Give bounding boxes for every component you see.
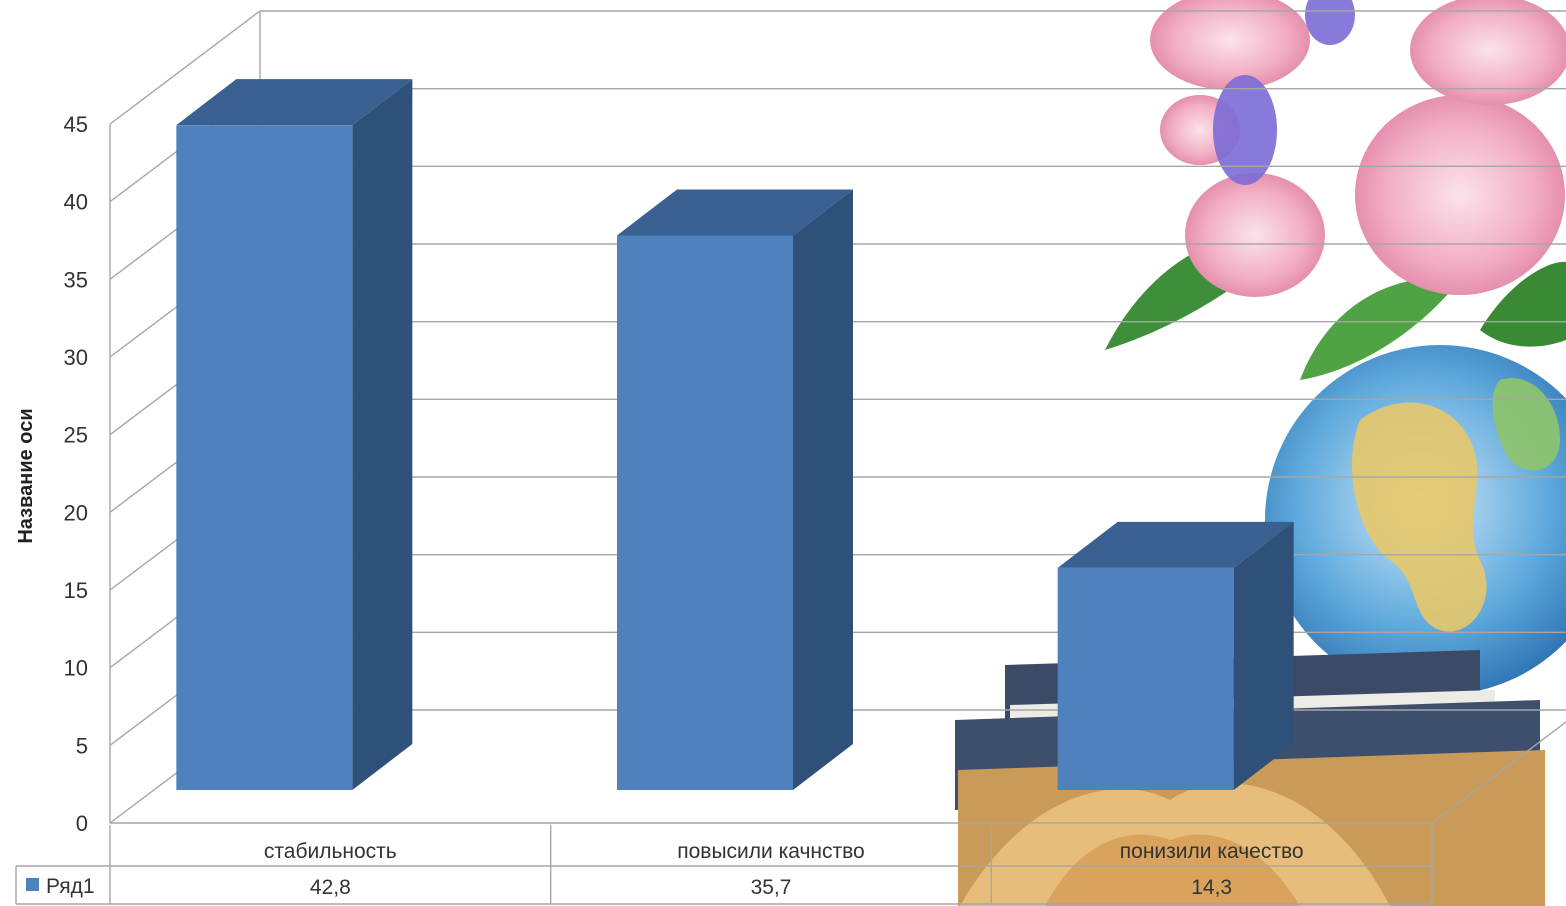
x-category-label: стабильность	[264, 840, 397, 863]
background-photo	[955, 0, 1566, 906]
y-tick-label: 25	[64, 423, 88, 448]
rose-shape	[1150, 0, 1310, 90]
rose-shape	[1355, 95, 1565, 295]
y-tick-label: 30	[64, 345, 88, 370]
leaf-shape	[1480, 261, 1566, 347]
rose-shape	[1410, 0, 1566, 105]
bar-side	[352, 79, 413, 790]
bar-front	[617, 235, 793, 790]
y-tick-label: 15	[64, 578, 88, 603]
legend-label: Ряд1	[46, 875, 95, 898]
bar-side	[793, 189, 853, 790]
y-tick-label: 45	[64, 112, 88, 137]
rose-shape	[1185, 173, 1325, 297]
bar-front	[176, 125, 353, 790]
data-table: стабильность 42,8 повысили качнство 35,7 пон…	[15, 825, 1433, 905]
data-label: 35,7	[751, 876, 792, 899]
y-tick-label: 20	[64, 500, 88, 525]
y-tick-label: 0	[76, 811, 88, 836]
globe-land-shape	[1351, 402, 1487, 632]
x-category-label: понизили качество	[1120, 840, 1304, 863]
side-gridline	[109, 10, 261, 125]
book-pages-shape	[1045, 834, 1300, 906]
bar-top	[617, 189, 853, 236]
bars	[176, 79, 1294, 790]
bar	[617, 189, 853, 790]
y-tick-label: 40	[64, 190, 88, 215]
bar-front	[1057, 567, 1234, 790]
y-tick-label: 10	[64, 656, 88, 681]
bar-side	[1233, 521, 1294, 790]
bar	[1057, 521, 1294, 790]
y-tick-label: 35	[64, 267, 88, 292]
data-label: 14,3	[1191, 876, 1232, 899]
bellflower-shape	[1305, 0, 1355, 45]
x-category-label: повысили качнство	[677, 840, 864, 863]
bar-top	[176, 79, 413, 126]
bar-top	[1057, 521, 1294, 568]
bellflower-shape	[1213, 75, 1277, 185]
floor-right-edge	[1431, 721, 1566, 824]
y-tick-labels: 0 5 10 15 20 25 30 35 40 45	[64, 112, 88, 836]
y-axis-title: Название оси	[15, 408, 37, 543]
globe-land-shape	[1492, 378, 1560, 471]
data-label: 42,8	[310, 876, 351, 899]
leaf-shape	[1300, 278, 1460, 380]
legend-swatch	[26, 878, 39, 891]
bar	[176, 79, 413, 790]
y-tick-label: 5	[76, 733, 88, 758]
